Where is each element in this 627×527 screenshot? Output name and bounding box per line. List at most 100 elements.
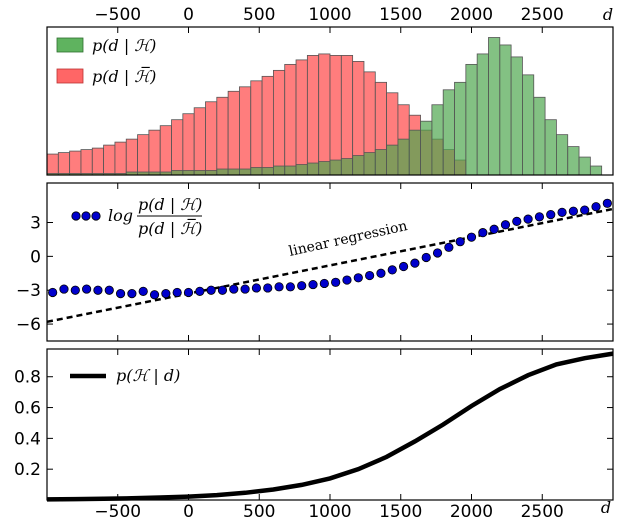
log-ratio-point	[557, 207, 567, 217]
histogram-panel: −500 0 500 1000 1500 2000 2500 d p(d | ℋ) p(d …	[46, 5, 614, 176]
log-ratio-point	[104, 285, 114, 295]
log-ratio-point	[297, 281, 307, 291]
log-ratio-point	[93, 285, 103, 295]
histogram-bar	[182, 170, 195, 176]
histogram-bar	[227, 168, 240, 176]
histogram-bar	[567, 146, 580, 176]
log-ratio-y-axis: −6 −3 0 3	[16, 214, 613, 335]
top-x-axis-label: d	[603, 5, 613, 24]
bottom-x-tick-label: 0	[183, 502, 194, 522]
log-ratio-point	[534, 212, 545, 222]
histogram-bar	[533, 96, 546, 176]
log-ratio-point	[500, 220, 511, 230]
histogram-bar	[227, 90, 240, 176]
histogram-bar	[46, 153, 59, 176]
log-ratio-point	[568, 206, 578, 216]
histogram-bar	[284, 63, 297, 176]
legend-ratio-numerator: p(d | ℋ)	[138, 195, 202, 214]
histogram-bar	[80, 149, 93, 176]
log-ratio-point	[161, 288, 171, 299]
log-ratio-point	[580, 205, 590, 215]
histogram-bar	[205, 101, 218, 176]
log-ratio-point	[229, 284, 239, 294]
legend-label-h-bar: p(d | ℋ̅)	[92, 66, 156, 86]
log-ratio-point	[251, 283, 262, 293]
posterior-y-axis: 0.2 0.4 0.6 0.8	[14, 368, 613, 480]
histogram-bar	[159, 125, 172, 176]
log-ratio-point	[206, 285, 216, 295]
log-ratio-point	[602, 198, 612, 208]
bottom-x-tick-label: 2500	[521, 502, 564, 522]
histogram-bar	[114, 141, 127, 176]
log-ratio-point	[319, 278, 329, 289]
legend-label-posterior: p(ℋ | d)	[116, 366, 180, 385]
histogram-bar	[57, 152, 71, 176]
histogram-bar	[103, 144, 116, 176]
histogram-bar	[318, 53, 331, 176]
log-ratio-point	[172, 287, 182, 298]
log-ratio-point	[183, 287, 194, 298]
histogram-bar	[340, 55, 354, 176]
log-ratio-point	[466, 232, 477, 242]
histogram-bar	[329, 55, 342, 176]
log-ratio-point	[59, 284, 69, 294]
log-ratio-point	[398, 261, 409, 272]
posterior-y-tick-label: 0.8	[14, 368, 41, 388]
histogram-bar	[397, 138, 410, 176]
histogram-bar	[239, 168, 252, 176]
legend-marker-point	[81, 211, 91, 221]
histogram-bar	[295, 59, 308, 176]
log-ratio-x-ticks	[117, 183, 543, 341]
histogram-bar	[261, 167, 274, 176]
histogram-bar	[182, 113, 195, 176]
log-ratio-panel: −6−303 linear regression log p(d | ℋ) p(…	[16, 182, 614, 342]
bottom-x-tick-label: 500	[243, 502, 275, 522]
log-ratio-point	[285, 282, 295, 292]
bottom-x-tick-label: 2000	[450, 502, 493, 522]
legend-marker-point	[91, 211, 101, 221]
histogram-bar	[239, 86, 252, 176]
histogram-bar	[510, 56, 523, 176]
regression-line	[46, 207, 614, 324]
histogram-bar	[578, 156, 591, 176]
histogram-bar	[431, 104, 444, 176]
posterior-panel: 0.20.40.60.8 −500 0 500 1000 1500 2000 2500 d …	[14, 348, 614, 522]
histogram-bar	[420, 120, 433, 176]
log-ratio-point	[127, 288, 137, 299]
histogram-bar	[329, 159, 342, 176]
histogram-bar	[318, 161, 331, 176]
log-ratio-y-tick-label: −3	[16, 281, 41, 301]
histogram-bar	[91, 147, 104, 176]
histogram-legend: p(d | ℋ) p(d | ℋ̅)	[56, 36, 156, 86]
histogram-bar	[193, 107, 206, 176]
histogram-bar	[250, 167, 263, 176]
top-x-axis: −500 0 500 1000 1500 2000 2500	[94, 5, 564, 33]
histogram-bar	[340, 158, 354, 176]
histogram-bar	[193, 170, 206, 176]
log-ratio-point	[138, 286, 148, 296]
log-ratio-point	[546, 210, 556, 220]
posterior-y-tick-label: 0.6	[14, 399, 41, 419]
histogram-bar	[171, 170, 184, 176]
bottom-x-tick-label: 1000	[308, 502, 351, 522]
log-ratio-point	[444, 242, 454, 252]
histogram-bar	[352, 155, 365, 176]
top-x-tick-label: 1000	[308, 5, 351, 25]
histogram-bar	[250, 80, 263, 176]
histogram-bar	[454, 81, 467, 176]
log-ratio-point	[308, 279, 318, 290]
histogram-bar	[408, 129, 421, 176]
log-ratio-point	[263, 283, 273, 293]
histogram-bar	[137, 134, 150, 176]
log-ratio-point	[70, 285, 80, 295]
log-ratio-point	[115, 288, 126, 299]
bottom-x-axis: −500 0 500 1000 1500 2000 2500	[94, 349, 564, 522]
log-ratio-point	[195, 286, 205, 296]
top-x-tick-label: −500	[94, 5, 141, 25]
histogram-bar	[216, 96, 229, 176]
top-x-tick-label: 500	[243, 5, 275, 25]
histogram-bar	[374, 149, 387, 176]
histogram-bar	[216, 168, 229, 176]
histogram-bar	[386, 144, 399, 176]
